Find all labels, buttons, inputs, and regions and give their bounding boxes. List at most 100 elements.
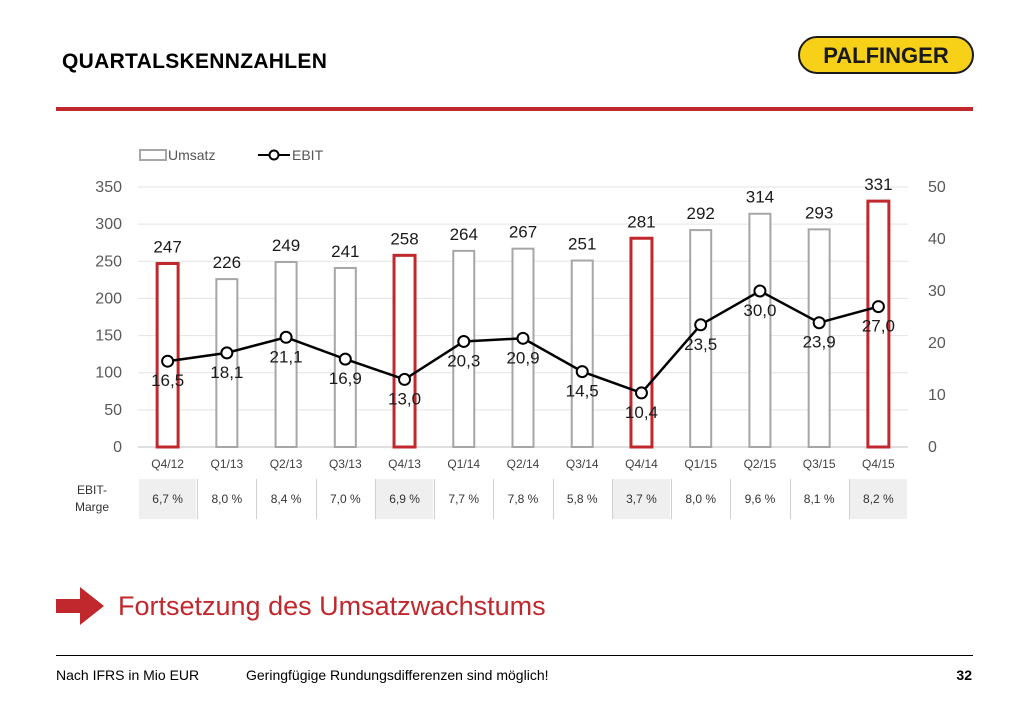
ebit-margin-cell: 9,6 % <box>744 492 776 506</box>
umsatz-bar-label: 292 <box>687 204 715 223</box>
category-label: Q4/15 <box>862 457 895 471</box>
footer-source: Nach IFRS in Mio EUR <box>56 667 200 683</box>
left-axis-ticks: 0 50 100 150 200 250 300 350 <box>95 179 122 456</box>
ebit-margin-separator <box>315 479 317 519</box>
left-tick-label: 300 <box>95 216 122 233</box>
ebit-margin-cell: 6,7 % <box>139 479 197 519</box>
umsatz-bar-label: 247 <box>153 238 181 257</box>
umsatz-bar-label: 251 <box>568 235 596 254</box>
umsatz-bar-label: 249 <box>272 236 300 255</box>
umsatz-bar <box>511 247 535 448</box>
header-divider <box>56 107 973 111</box>
ebit-point <box>161 354 175 368</box>
footer-note: Geringfügige Rundungsdifferenzen sind mö… <box>246 667 549 683</box>
ebit-margin-cell: 5,8 % <box>566 492 598 506</box>
category-label: Q2/13 <box>270 457 303 471</box>
ebit-margin-separator <box>848 479 850 519</box>
ebit-margin-label: EBIT- Marge <box>62 482 122 516</box>
ebit-margin-label-line1: EBIT- <box>76 483 107 497</box>
ebit-margin-cell: 8,2 % <box>849 479 907 519</box>
ebit-margin-cell: 8,1 % <box>803 492 835 506</box>
ebit-margin-cell: 7,0 % <box>329 492 361 506</box>
legend-ebit-label: EBIT <box>292 147 324 163</box>
umsatz-bar <box>866 199 891 449</box>
right-tick-label: 50 <box>928 179 946 196</box>
legend-umsatz-swatch <box>139 149 167 161</box>
ebit-point <box>575 365 589 379</box>
page-title: QUARTALSKENNZAHLEN <box>62 50 328 73</box>
umsatz-bar-label: 258 <box>390 229 418 248</box>
ebit-point <box>398 372 412 386</box>
category-label: Q4/13 <box>388 457 421 471</box>
ebit-point-label: 27,0 <box>862 317 895 336</box>
right-axis-ticks: 0 10 20 30 40 50 <box>928 179 946 456</box>
umsatz-bar-labels: 247 226 249 241 258 264 267 251 281 292 314 293 331 <box>153 175 892 272</box>
ebit-point-label: 21,1 <box>270 347 303 366</box>
ebit-point <box>753 284 767 298</box>
ebit-point-labels: 16,5 18,1 21,1 16,9 13,0 20,3 20,9 14,5 10,4 23,5… <box>151 301 895 422</box>
ebit-margin-separator <box>789 479 791 519</box>
legend-ebit-marker <box>268 149 280 161</box>
ebit-point-label: 13,0 <box>388 389 421 408</box>
ebit-margin-cell: 7,8 % <box>507 492 539 506</box>
ebit-point-label: 30,0 <box>743 301 776 320</box>
logo-text: PALFINGER <box>823 43 949 68</box>
ebit-margin-cell: 3,7 % <box>612 479 671 519</box>
umsatz-bar <box>392 253 417 449</box>
umsatz-bar-label: 281 <box>627 212 655 231</box>
ebit-margin-separator <box>730 479 732 519</box>
category-label: Q1/13 <box>210 457 243 471</box>
umsatz-bar <box>452 249 476 448</box>
ebit-margin-separator <box>671 479 673 519</box>
category-label: Q4/12 <box>151 457 184 471</box>
ebit-margin-separator <box>197 479 199 519</box>
ebit-margin-cell: 8,4 % <box>270 492 302 506</box>
left-tick-label: 50 <box>104 402 122 419</box>
category-label: Q1/14 <box>447 457 480 471</box>
left-tick-label: 150 <box>95 328 122 345</box>
category-labels: Q4/12 Q1/13 Q2/13 Q3/13 Q4/13 Q1/14 Q2/14 Q3/14… <box>151 457 895 471</box>
ebit-point-label: 10,4 <box>625 403 658 422</box>
arrow-right-icon <box>56 587 104 625</box>
category-label: Q3/13 <box>329 457 362 471</box>
ebit-point-label: 14,5 <box>566 382 599 401</box>
category-label: Q3/14 <box>566 457 599 471</box>
ebit-margin-separator <box>374 479 376 519</box>
ebit-point-label: 23,5 <box>684 335 717 354</box>
right-tick-label: 20 <box>928 335 946 352</box>
category-label: Q2/15 <box>744 457 777 471</box>
umsatz-bar-label: 293 <box>805 203 833 222</box>
umsatz-bar-label: 314 <box>746 188 774 207</box>
category-label: Q1/15 <box>684 457 717 471</box>
category-label: Q2/14 <box>507 457 540 471</box>
ebit-margin-separator <box>552 479 554 519</box>
ebit-point-label: 20,9 <box>506 348 539 367</box>
ebit-point-label: 16,9 <box>329 369 362 388</box>
right-tick-label: 40 <box>928 231 946 248</box>
umsatz-bar <box>748 212 772 448</box>
chart-legend: Umsatz EBIT <box>139 147 324 163</box>
left-tick-label: 100 <box>95 365 122 382</box>
left-tick-label: 200 <box>95 290 122 307</box>
right-tick-label: 30 <box>928 283 946 300</box>
ebit-margin-separator <box>493 479 495 519</box>
page-number: 32 <box>956 667 972 683</box>
ebit-point <box>812 316 826 330</box>
right-tick-label: 10 <box>928 387 946 404</box>
umsatz-bar <box>570 259 594 448</box>
umsatz-bar <box>807 228 831 448</box>
umsatz-bars <box>155 199 891 449</box>
umsatz-bar-label: 264 <box>450 225 478 244</box>
ebit-point <box>279 330 293 344</box>
umsatz-bar-label: 267 <box>509 223 537 242</box>
ebit-point <box>220 346 234 360</box>
right-tick-label: 0 <box>928 439 937 456</box>
ebit-point <box>338 352 352 366</box>
ebit-point <box>871 300 885 314</box>
conclusion-text: Fortsetzung des Umsatzwachstums <box>118 590 546 621</box>
ebit-point-label: 16,5 <box>151 371 184 390</box>
ebit-margin-cell: 8,0 % <box>211 492 243 506</box>
ebit-margin-separator <box>256 479 258 519</box>
ebit-margin-cell: 6,9 % <box>375 479 434 519</box>
